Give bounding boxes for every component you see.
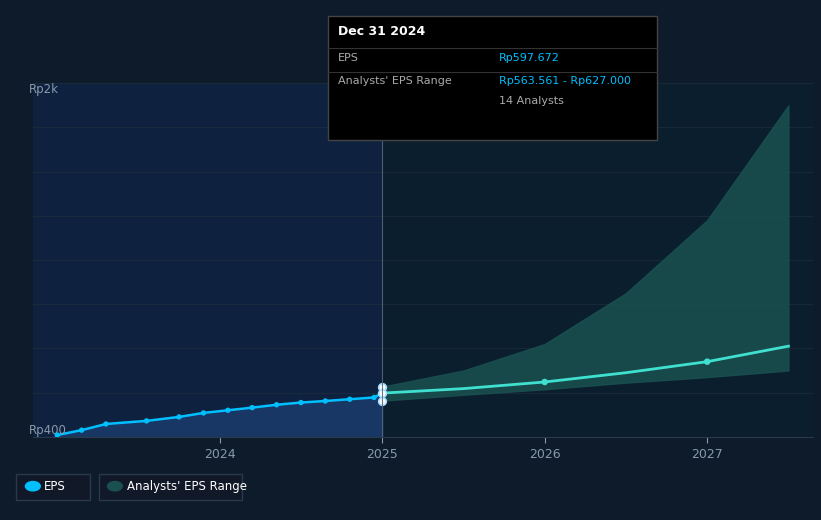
Point: [376, 389, 389, 397]
Point: [222, 406, 235, 414]
Bar: [383, 83, 813, 437]
Point: [368, 393, 381, 401]
Text: 14 Analysts: 14 Analysts: [499, 96, 564, 106]
Bar: [33, 83, 383, 437]
Text: Rp400: Rp400: [29, 424, 67, 437]
Point: [270, 400, 283, 409]
Text: Actual: Actual: [341, 87, 376, 98]
Point: [140, 417, 154, 425]
Point: [319, 397, 332, 405]
Text: Dec 31 2024: Dec 31 2024: [338, 25, 425, 38]
Text: Rp563.561 - Rp627.000: Rp563.561 - Rp627.000: [499, 76, 631, 86]
Text: Analysts' EPS Range: Analysts' EPS Range: [127, 479, 247, 493]
Point: [51, 431, 64, 439]
Point: [75, 426, 88, 434]
Point: [700, 357, 713, 366]
Text: Rp597.672: Rp597.672: [499, 53, 560, 62]
Text: EPS: EPS: [338, 53, 359, 62]
Point: [376, 383, 389, 391]
Point: [295, 398, 308, 407]
Point: [376, 389, 389, 397]
Text: Analysts' EPS Range: Analysts' EPS Range: [338, 76, 452, 86]
Point: [197, 409, 210, 417]
Text: EPS: EPS: [44, 479, 66, 493]
Point: [343, 395, 356, 404]
Point: [172, 413, 186, 421]
Text: Rp2k: Rp2k: [29, 83, 59, 96]
Point: [99, 420, 112, 428]
Point: [538, 378, 551, 386]
Point: [376, 396, 389, 405]
Text: Analysts Forecasts: Analysts Forecasts: [388, 87, 493, 98]
Point: [245, 404, 259, 412]
